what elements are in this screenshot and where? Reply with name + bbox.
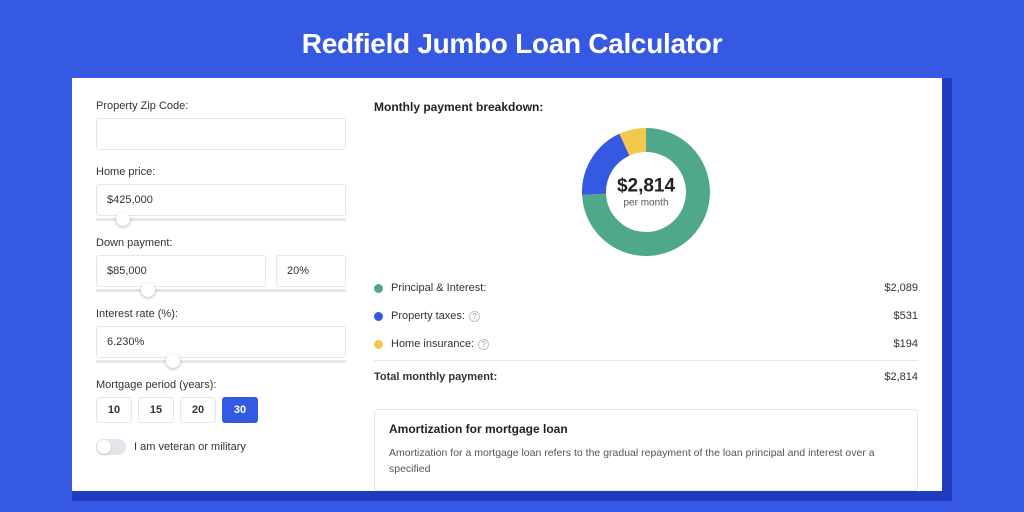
donut-value: $2,814 [617, 176, 675, 198]
amortization-text: Amortization for a mortgage loan refers … [389, 446, 903, 478]
donut-center: $2,814 per month [617, 176, 675, 209]
period-option-15[interactable]: 15 [138, 397, 174, 423]
legend-dot-icon [374, 340, 383, 349]
interest-slider[interactable] [96, 360, 346, 363]
legend-dot-icon [374, 284, 383, 293]
info-icon[interactable]: ? [469, 311, 480, 322]
down-payment-slider[interactable] [96, 289, 346, 292]
interest-field-group: Interest rate (%): [96, 308, 346, 363]
interest-slider-thumb[interactable] [166, 354, 180, 368]
page-title: Redfield Jumbo Loan Calculator [0, 0, 1024, 78]
period-option-10[interactable]: 10 [96, 397, 132, 423]
legend-label: Home insurance: [391, 338, 474, 350]
card-shadow: Property Zip Code: Home price: Down paym… [72, 78, 952, 501]
total-value: $2,814 [884, 371, 918, 383]
breakdown-legend: Principal & Interest: $2,089 Property taxe… [374, 274, 918, 358]
down-payment-label: Down payment: [96, 237, 346, 249]
legend-label: Property taxes: [391, 310, 465, 322]
form-panel: Property Zip Code: Home price: Down paym… [96, 100, 346, 491]
home-price-label: Home price: [96, 166, 346, 178]
breakdown-heading: Monthly payment breakdown: [374, 100, 918, 114]
legend-label: Principal & Interest: [391, 282, 486, 294]
total-label: Total monthly payment: [374, 371, 497, 383]
home-price-slider-thumb[interactable] [116, 212, 130, 226]
zip-label: Property Zip Code: [96, 100, 346, 112]
veteran-toggle-knob [97, 440, 111, 454]
legend-value: $2,089 [884, 282, 918, 294]
amortization-heading: Amortization for mortgage loan [389, 422, 903, 436]
veteran-field-group: I am veteran or military [96, 439, 346, 455]
home-price-slider[interactable] [96, 218, 346, 221]
legend-row: Principal & Interest: $2,089 [374, 274, 918, 302]
home-price-input[interactable] [96, 184, 346, 216]
home-price-field-group: Home price: [96, 166, 346, 221]
donut-chart: $2,814 per month [374, 128, 918, 256]
info-icon[interactable]: ? [478, 339, 489, 350]
down-payment-pct-input[interactable] [276, 255, 346, 287]
amortization-box: Amortization for mortgage loan Amortizat… [374, 409, 918, 491]
legend-dot-icon [374, 312, 383, 321]
total-row: Total monthly payment: $2,814 [374, 360, 918, 391]
legend-row: Home insurance:? $194 [374, 330, 918, 358]
calculator-card: Property Zip Code: Home price: Down paym… [72, 78, 942, 491]
period-field-group: Mortgage period (years): 10152030 [96, 379, 346, 423]
veteran-label: I am veteran or military [134, 441, 246, 453]
donut-sub: per month [617, 198, 675, 209]
legend-value: $194 [894, 338, 918, 350]
zip-field-group: Property Zip Code: [96, 100, 346, 150]
period-option-30[interactable]: 30 [222, 397, 258, 423]
legend-value: $531 [894, 310, 918, 322]
period-options: 10152030 [96, 397, 346, 423]
interest-label: Interest rate (%): [96, 308, 346, 320]
down-payment-input[interactable] [96, 255, 266, 287]
period-option-20[interactable]: 20 [180, 397, 216, 423]
down-payment-field-group: Down payment: [96, 237, 346, 292]
breakdown-panel: Monthly payment breakdown: $2,814 per mo… [374, 100, 918, 491]
interest-input[interactable] [96, 326, 346, 358]
down-payment-slider-thumb[interactable] [141, 283, 155, 297]
veteran-toggle[interactable] [96, 439, 126, 455]
period-label: Mortgage period (years): [96, 379, 346, 391]
legend-row: Property taxes:? $531 [374, 302, 918, 330]
zip-input[interactable] [96, 118, 346, 150]
